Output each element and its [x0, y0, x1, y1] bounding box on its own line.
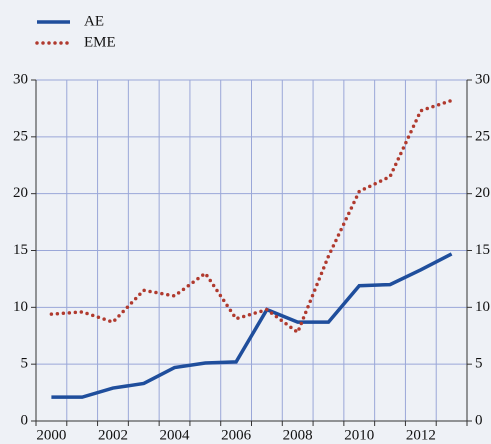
legend-label: EME — [84, 34, 116, 50]
y-tick-label: 0 — [21, 412, 29, 428]
x-tick-label: 2008 — [283, 427, 313, 443]
x-tick-label: 2006 — [221, 427, 252, 443]
series-line — [49, 98, 454, 336]
x-tick-label: 2010 — [344, 427, 374, 443]
y2-tick-label: 15 — [475, 242, 490, 258]
y-tick-label: 30 — [13, 71, 28, 87]
y2-tick-label: 5 — [475, 356, 483, 372]
y-tick-label: 10 — [13, 299, 28, 315]
y-tick-label: 20 — [13, 185, 28, 201]
x-tick-label: 2004 — [160, 427, 191, 443]
legend-label: AE — [84, 13, 104, 29]
y-tick-label: 25 — [13, 128, 28, 144]
x-tick-label: 2012 — [406, 427, 436, 443]
series-line — [51, 252, 453, 399]
y-tick-label: 15 — [13, 242, 28, 258]
y2-tick-label: 0 — [475, 412, 483, 428]
y2-tick-label: 30 — [475, 71, 490, 87]
y-tick-label: 5 — [21, 356, 29, 372]
y2-tick-label: 25 — [475, 128, 490, 144]
x-tick-label: 2002 — [98, 427, 128, 443]
y2-tick-label: 10 — [475, 299, 490, 315]
y2-tick-label: 20 — [475, 185, 490, 201]
x-tick-label: 2000 — [36, 427, 66, 443]
